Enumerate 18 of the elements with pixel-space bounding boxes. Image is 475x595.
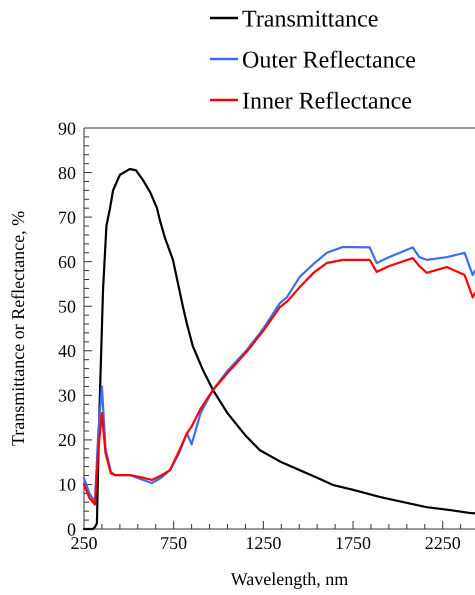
y-tick-label: 70	[58, 207, 76, 228]
x-tick-label: 1250	[245, 533, 282, 553]
y-tick-label: 20	[58, 430, 76, 450]
x-tick-label: 2250	[424, 533, 461, 553]
y-tick-label: 40	[58, 341, 76, 362]
y-tick-label: 90	[58, 118, 76, 138]
legend-label: Outer Reflectance	[242, 47, 416, 74]
y-tick-label: 30	[58, 386, 76, 406]
x-axis-title: Wavelength, nm	[230, 569, 348, 589]
legend-label: Inner Reflectance	[242, 88, 412, 114]
y-tick-label: 60	[58, 252, 76, 272]
y-axis-title: Transmittance or Reflectance, %	[8, 210, 28, 446]
y-tick-label: 50	[58, 296, 76, 317]
legend-label: Transmittance	[242, 6, 378, 32]
x-tick-label: 750	[160, 533, 188, 553]
y-tick-label: 80	[58, 162, 76, 183]
y-tick-label: 10	[58, 474, 76, 495]
x-tick-label: 1750	[335, 533, 372, 553]
